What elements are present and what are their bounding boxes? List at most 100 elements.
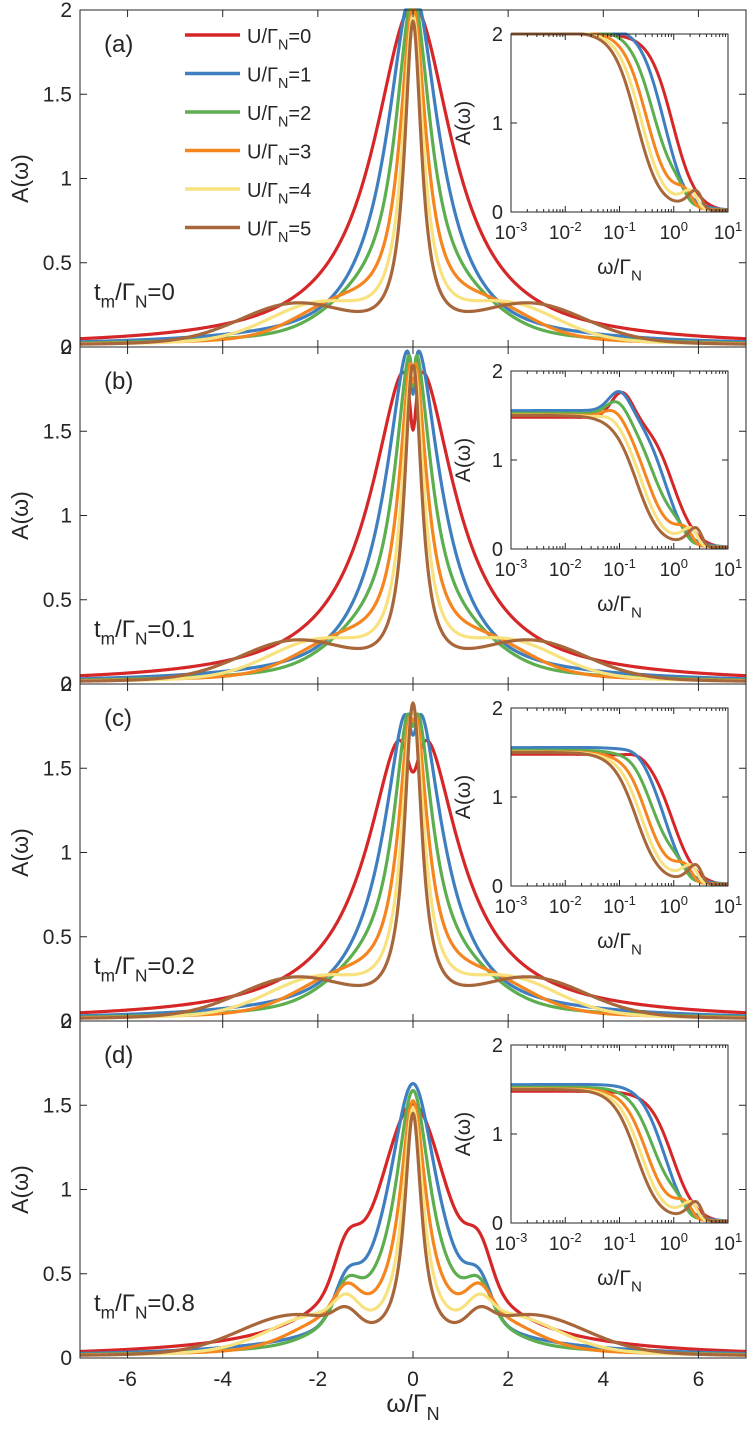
inset-series-line-U2 [510,400,729,549]
series-line-U4 [79,367,747,683]
inset-x-tick-label: 101 [714,1230,742,1255]
y-axis-label: A(ω) [7,154,33,203]
x-tick-label: 2 [502,1368,514,1391]
inset-y-axis-label: A(ω) [452,1112,475,1156]
y-tick-label: 2 [60,673,72,696]
legend: U/ΓN=0 U/ΓN=1 U/ΓN=2 U/ΓN=3 U/ΓN=4 U/ΓN=5 [185,26,311,246]
series-line-U5 [79,363,747,683]
inset-y-tick-label: 1 [492,787,503,809]
inset-series-line-U5 [510,1087,729,1223]
panel-label: (c) [104,705,132,732]
y-tick-label: 1.5 [43,1094,72,1117]
inset-x-tick-label: 10-2 [549,893,582,918]
y-tick-label: 1 [60,168,72,191]
inset-y-axis-label: A(ω) [452,775,475,819]
series-line-U0 [79,1102,747,1354]
inset-x-axis-label: ω/ΓN [597,593,642,622]
inset-x-tick-label: 10-2 [549,556,582,581]
inset-x-tick-label: 101 [714,893,742,918]
y-tick-label: 2 [60,1010,72,1033]
inset-series-line-U5 [510,413,729,549]
y-tick-label: 0 [60,336,72,359]
inset-x-tick-label: 100 [660,893,688,918]
inset-x-tick-label: 10-3 [495,219,528,244]
inset-y-tick-label: 1 [492,450,503,472]
inset-area [511,34,728,212]
legend-entry: U/ΓN=3 [247,142,311,169]
inset-x-axis-label: ω/ΓN [597,256,642,285]
inset-x-tick-label: 101 [714,556,742,581]
inset-y-axis-label: A(ω) [452,438,475,482]
y-tick-label: 0 [60,1010,72,1033]
y-tick-label: 1.5 [43,420,72,443]
inset-y-tick-label: 1 [492,113,503,135]
y-tick-label: 0.5 [43,589,72,612]
series-line-U4 [79,1106,747,1357]
inset-series-line-U2 [510,748,729,886]
inset-series-line-U2 [510,1085,729,1223]
panel-a: 00.511.52A(ω)(a)tm/ΓN=010-3 10-2 10-1 100 10… [7,0,747,359]
inset-x-tick-label: 101 [714,219,742,244]
inset-x-axis-label: ω/ΓN [597,930,642,959]
tm-annotation: tm/ΓN=0.2 [94,953,195,986]
tm-annotation: tm/ΓN=0.8 [94,1290,195,1323]
y-tick-label: 1.5 [43,83,72,106]
panel-d: 00.511.52-6 -4 -2 0 2 4 6A(ω)(d)tm/ΓN=0.810-3 1… [7,1010,747,1391]
inset-y-tick-label: 0 [492,1213,503,1235]
series-line-U5 [79,701,747,1020]
y-axis-label: A(ω) [7,1165,33,1214]
inset-y-axis-label: A(ω) [452,101,475,145]
x-tick-label: 0 [407,1368,419,1391]
series-line-U0 [79,370,747,678]
inset-x-axis-label: ω/ΓN [597,1267,642,1296]
inset-x-tick-label: 10-2 [549,1230,582,1255]
inset-y-tick-label: 0 [492,876,503,898]
legend-entry: U/ΓN=5 [247,219,311,246]
y-tick-label: 1 [60,505,72,528]
legend-entry: U/ΓN=2 [247,103,311,130]
inset-y-tick-label: 1 [492,1124,503,1146]
x-tick-label: -6 [118,1368,137,1391]
y-tick-label: 1 [60,842,72,865]
inset-area [511,1045,728,1223]
y-tick-label: 0 [60,1347,72,1370]
tm-annotation: tm/ΓN=0 [94,279,175,312]
y-tick-label: 1 [60,1179,72,1202]
x-tick-label: 4 [597,1368,609,1391]
inset-x-tick-label: 10-1 [603,556,636,581]
panel-label: (a) [104,31,133,58]
y-tick-label: 0 [60,673,72,696]
series-line-U5 [79,1111,747,1357]
x-tick-label: -2 [309,1368,328,1391]
inset-y-tick-label: 2 [492,24,503,46]
inset-x-tick-label: 10-2 [549,219,582,244]
inset-series-line-U5 [510,750,729,886]
y-tick-label: 1.5 [43,757,72,780]
y-tick-label: 0.5 [43,252,72,275]
inset-y-tick-label: 2 [492,361,503,383]
y-tick-label: 2 [60,336,72,359]
inset-x-tick-label: 10-1 [603,1230,636,1255]
inset-y-tick-label: 0 [492,202,503,224]
legend-entry: U/ΓN=1 [247,65,311,92]
panel-c: 00.511.52A(ω)(c)tm/ΓN=0.210-3 10-2 10-1 100… [7,673,747,1033]
legend-entry: U/ΓN=0 [247,26,311,53]
y-axis-label: A(ω) [7,491,33,540]
y-tick-label: 2 [60,0,72,22]
inset-area [511,371,728,549]
inset-area [511,708,728,886]
inset-x-tick-label: 10-1 [603,893,636,918]
x-axis-label: ω/ΓN [386,1390,439,1424]
inset-x-tick-label: 100 [660,219,688,244]
inset-x-tick-label: 10-1 [603,219,636,244]
tm-annotation: tm/ΓN=0.1 [94,616,195,649]
y-axis-label: A(ω) [7,828,33,877]
inset-x-tick-label: 10-3 [495,556,528,581]
inset-x-tick-label: 10-3 [495,893,528,918]
series-line-U4 [79,711,747,1020]
panel-label: (d) [104,1042,133,1069]
y-tick-label: 0.5 [43,926,72,949]
